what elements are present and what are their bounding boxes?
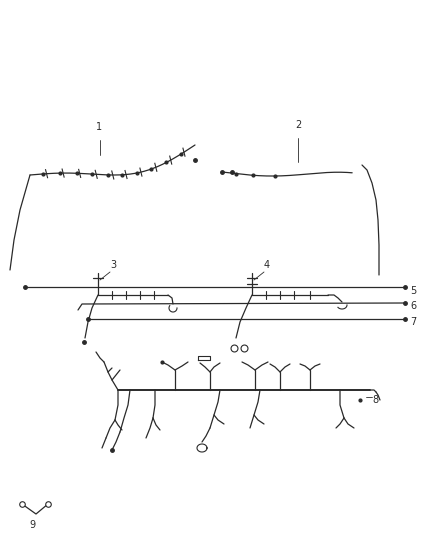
Text: 7: 7 (410, 317, 416, 327)
Text: 6: 6 (410, 301, 416, 311)
Text: 1: 1 (96, 122, 102, 132)
Text: 2: 2 (295, 120, 301, 130)
Text: 3: 3 (110, 260, 116, 270)
Text: 8: 8 (372, 395, 378, 405)
Text: 4: 4 (264, 260, 270, 270)
Text: 9: 9 (29, 520, 35, 530)
Text: 5: 5 (410, 286, 416, 296)
